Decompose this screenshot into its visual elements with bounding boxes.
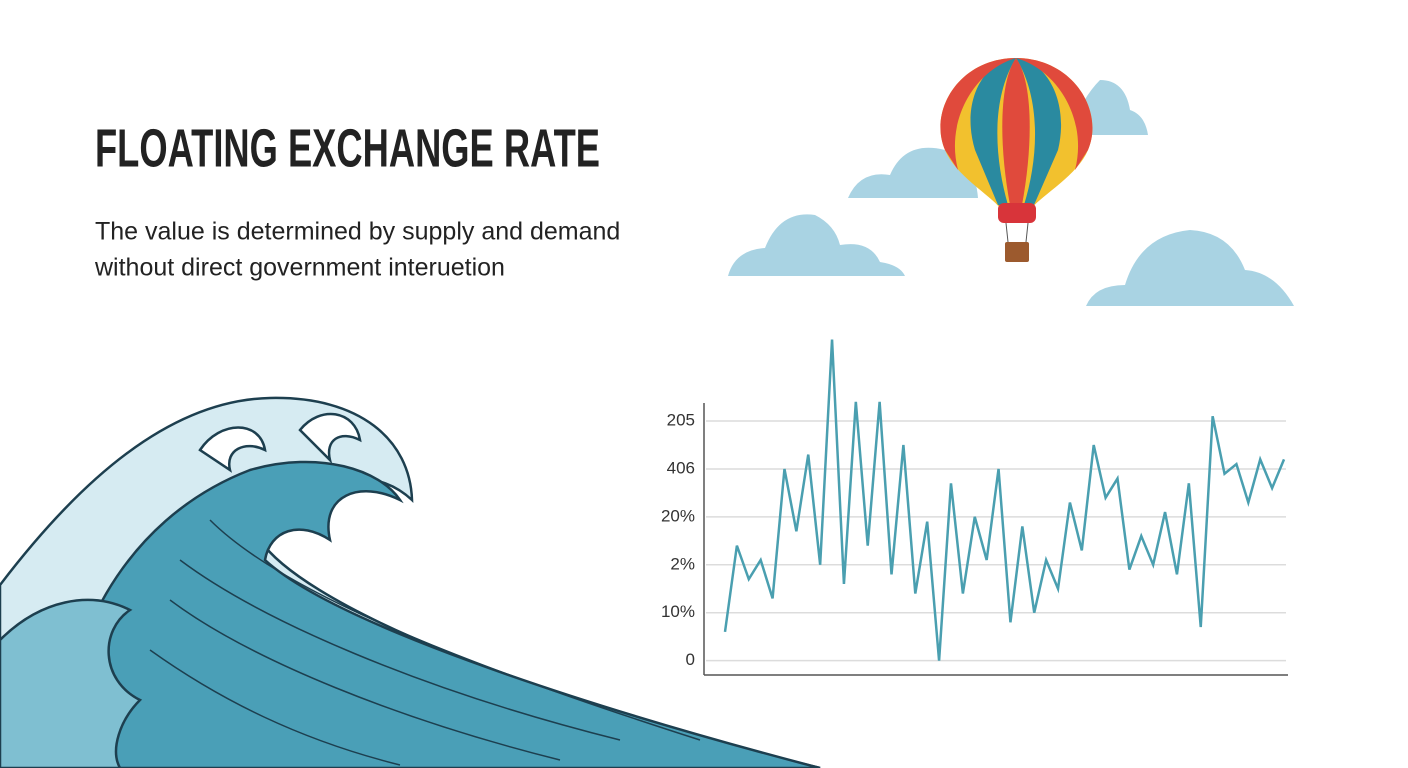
y-tick-label: 20% — [661, 506, 695, 525]
subtitle: The value is determined by supply and de… — [95, 218, 620, 246]
data-line — [723, 339, 1286, 661]
subtitle: without direct government interuetion — [94, 254, 505, 282]
y-tick-label: 10% — [661, 602, 695, 621]
title: FLOATING EXCHANGE RATE — [95, 118, 600, 178]
y-tick-label: 2% — [670, 554, 695, 573]
y-tick-label: 0 — [686, 650, 695, 669]
y-tick-label: 205 — [667, 411, 695, 430]
hot-air-balloon — [940, 58, 1093, 262]
y-tick-label: 406 — [667, 458, 695, 477]
wave-illustration — [0, 396, 821, 768]
